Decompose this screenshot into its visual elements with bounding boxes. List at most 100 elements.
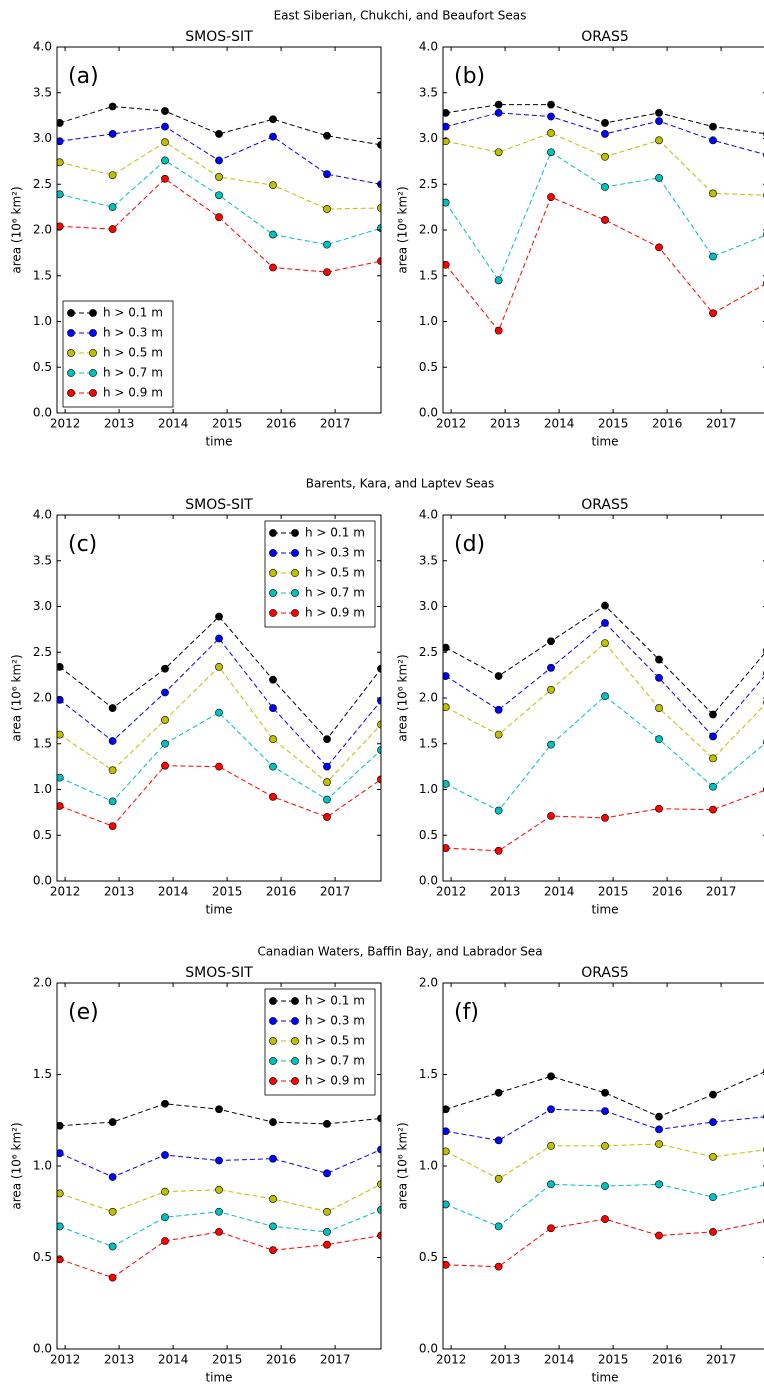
y-tick-label: 3.5 [33, 553, 52, 567]
data-point [443, 260, 450, 269]
y-axis-label: area (10⁶ km²) [10, 654, 24, 741]
data-point [108, 1242, 117, 1251]
y-tick-label: 0.0 [419, 1342, 438, 1356]
data-point [494, 846, 503, 855]
subplot-title: ORAS5 [581, 497, 629, 513]
legend-marker [291, 569, 299, 577]
x-tick-label: 2012 [436, 885, 467, 899]
data-point [57, 1121, 64, 1130]
subplot: 0.0 0.5 1.0 1.5 2.0 2.5 3.0 3.5 4.0 2012 2013 2014 2… [10, 29, 382, 449]
data-point [709, 122, 717, 131]
x-tick-label: 2013 [490, 1353, 521, 1367]
y-tick-label: 2.5 [33, 177, 52, 191]
y-tick-label: 1.0 [419, 782, 438, 796]
data-point [547, 1141, 555, 1150]
data-point [108, 704, 117, 712]
data-point [655, 108, 663, 117]
data-point [161, 107, 169, 115]
x-tick-label: 2015 [598, 885, 629, 899]
legend-label: h > 0.9 m [305, 606, 365, 620]
legend-label: h > 0.9 m [305, 1074, 365, 1088]
x-axis-label: time [591, 435, 618, 449]
legend-marker [291, 609, 299, 617]
figure-suptitle: Barents, Kara, and Laptev Seas [306, 477, 494, 491]
data-point [161, 761, 169, 770]
data-point [108, 822, 117, 830]
x-tick-label: 2016 [652, 885, 683, 899]
legend-marker [89, 349, 97, 357]
data-point [269, 181, 277, 190]
data-point [709, 1118, 717, 1126]
data-point [443, 1147, 450, 1156]
data-point [215, 1207, 223, 1216]
data-point [601, 216, 609, 224]
y-tick-label: 3.0 [419, 131, 438, 145]
data-point [57, 773, 64, 782]
data-point [323, 1169, 331, 1178]
x-tick-label: 2017 [320, 1353, 351, 1367]
data-point [655, 136, 663, 145]
legend-marker [89, 329, 97, 337]
data-point [269, 132, 277, 141]
x-tick-label: 2014 [544, 1353, 575, 1367]
data-point [161, 1187, 169, 1196]
data-point [709, 136, 717, 145]
data-point [108, 130, 117, 138]
panel-label: (e) [68, 1000, 99, 1025]
panel-label: (b) [454, 64, 485, 89]
data-point [161, 1151, 169, 1159]
data-point [57, 730, 64, 739]
legend-label: h > 0.9 m [103, 386, 163, 400]
plot-area [443, 47, 764, 413]
y-tick-label: 1.0 [419, 314, 438, 328]
y-tick-label: 1.5 [419, 736, 438, 750]
data-point [494, 1136, 503, 1145]
data-point [323, 131, 331, 140]
legend-marker [67, 369, 75, 377]
legend-marker [269, 529, 277, 537]
y-axis-label: area (10⁶ km²) [396, 1122, 410, 1209]
data-point [323, 268, 331, 276]
figure-suptitle: East Siberian, Chukchi, and Beaufort Sea… [274, 9, 527, 23]
x-tick-label: 2017 [320, 885, 351, 899]
data-point [547, 129, 555, 137]
data-layer [443, 601, 764, 855]
data-point [269, 762, 277, 771]
legend-marker [269, 1077, 277, 1085]
data-point [601, 639, 609, 647]
y-tick-label: 1.5 [419, 268, 438, 282]
data-point [655, 1231, 663, 1240]
data-point [161, 716, 169, 724]
data-point [269, 735, 277, 744]
data-point [655, 1125, 663, 1134]
legend-label: h > 0.5 m [103, 346, 163, 360]
data-point [655, 735, 663, 744]
data-point [161, 122, 169, 131]
y-tick-label: 3.0 [33, 599, 52, 613]
subplot-title: SMOS-SIT [185, 497, 253, 513]
data-point [709, 189, 717, 198]
data-point [443, 672, 450, 680]
data-point [215, 612, 223, 621]
legend-marker [291, 997, 299, 1005]
data-point [161, 1099, 169, 1108]
data-point [601, 119, 609, 127]
data-point [547, 1072, 555, 1081]
data-point [323, 762, 331, 771]
panel-label: (f) [454, 1000, 479, 1025]
data-point [215, 1105, 223, 1114]
data-point [108, 203, 117, 212]
data-point [215, 130, 223, 138]
data-point [161, 138, 169, 147]
legend-label: h > 0.3 m [305, 546, 365, 560]
legend-label: h > 0.5 m [305, 566, 365, 580]
data-point [443, 780, 450, 788]
data-point [709, 1152, 717, 1161]
data-point [57, 1222, 64, 1231]
y-tick-label: 0.0 [33, 874, 52, 888]
y-tick-label: 2.0 [33, 691, 52, 705]
x-tick-label: 2017 [706, 1353, 737, 1367]
data-point [709, 710, 717, 719]
legend-marker [67, 309, 75, 317]
